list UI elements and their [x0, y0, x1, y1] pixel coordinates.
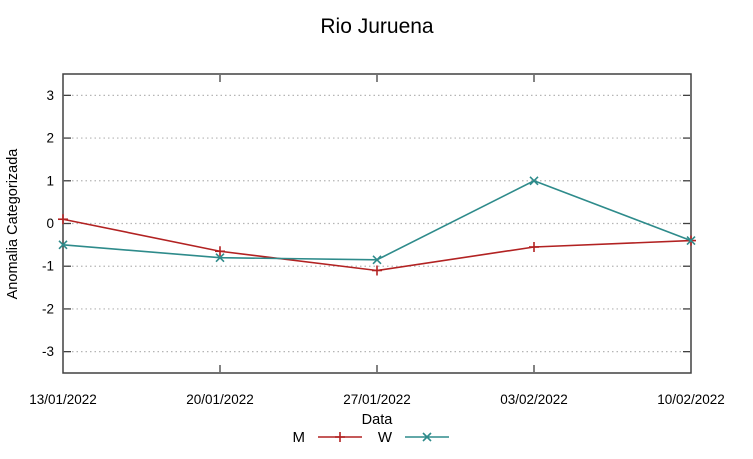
cross-marker-icon: [422, 432, 432, 442]
cross-marker-icon: [58, 240, 68, 250]
chart-title: Rio Juruena: [320, 15, 434, 38]
x-tick-label: 27/01/2022: [343, 392, 411, 407]
y-tick-label: -3: [42, 344, 54, 359]
legend-label-M: M: [293, 429, 306, 446]
x-axis-label: Data: [362, 412, 394, 428]
y-tick-label: 0: [46, 216, 54, 231]
cross-marker-icon: [372, 255, 382, 265]
x-tick-label: 13/01/2022: [29, 392, 97, 407]
plot-generated-content: -3 -2 -1 0 1 2 3 13/01/2022 20/01/2022 27/01/2022…: [29, 73, 725, 446]
x-tick-label: 20/01/2022: [186, 392, 254, 407]
y-tick-label: -1: [42, 259, 54, 274]
y-tick-label: -2: [42, 301, 54, 316]
y-tick-label: 2: [46, 131, 54, 146]
y-tick-label: 3: [46, 88, 54, 103]
cross-marker-icon: [529, 176, 539, 186]
x-tick-label: 10/02/2022: [657, 392, 725, 407]
cross-marker-icon: [215, 253, 225, 263]
y-tick-label: 1: [46, 173, 54, 188]
y-axis-label: Anomalia Categorizada: [5, 148, 21, 300]
x-tick-label: 03/02/2022: [500, 392, 568, 407]
cross-marker-icon: [686, 236, 696, 246]
series-line-M: [62, 218, 692, 272]
legend-label-W: W: [378, 429, 393, 446]
series-line-W: [62, 179, 692, 261]
plot-border: [62, 73, 692, 374]
